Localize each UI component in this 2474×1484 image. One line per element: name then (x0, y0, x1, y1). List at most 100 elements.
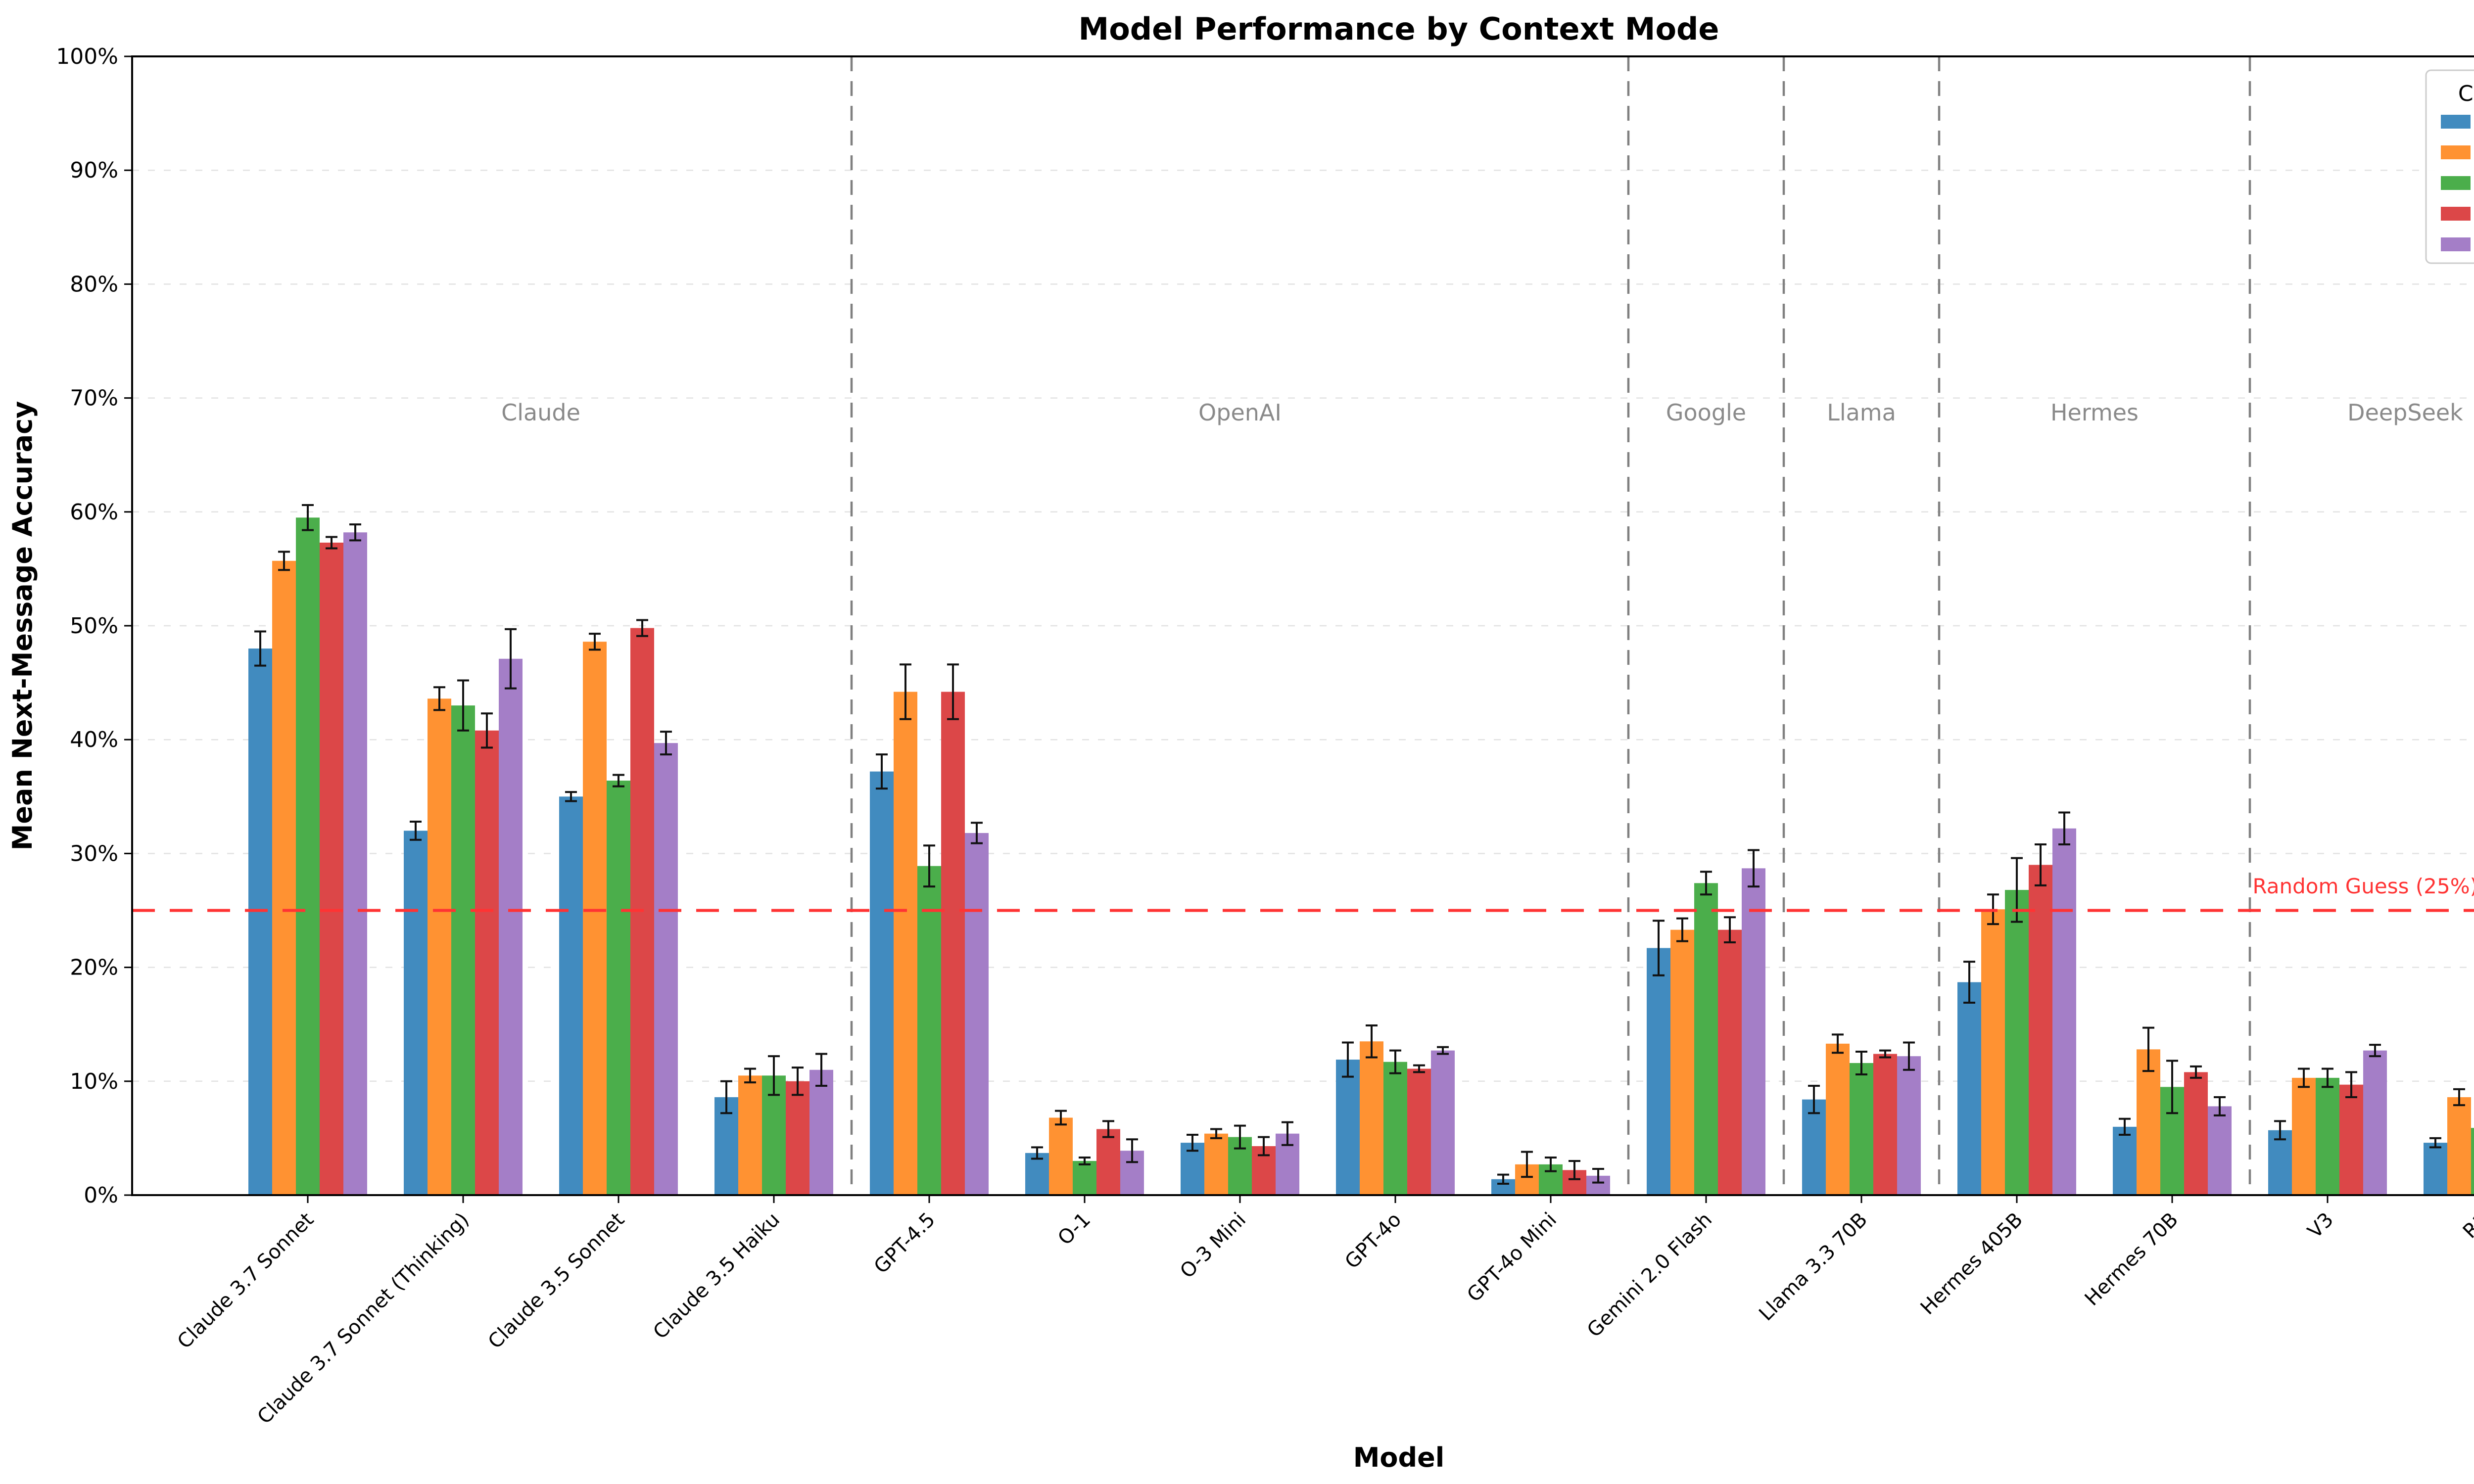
bar (296, 517, 320, 1195)
y-tick-label: 70% (70, 386, 118, 411)
bar (809, 1069, 833, 1195)
error-bars (254, 504, 2465, 1185)
chart-title: Model Performance by Context Mode (1079, 11, 1719, 47)
legend-swatch (2441, 237, 2471, 251)
x-tick-label: GPT-4o Mini (1463, 1208, 1561, 1307)
bar (1096, 1129, 1120, 1195)
provider-group-labels: Claude OpenAI Google Llama Hermes DeepSeek (501, 399, 2463, 426)
bar (607, 781, 630, 1195)
legend-title: Context Mode (2458, 81, 2474, 106)
random-guess-label: Random Guess (25%) (2253, 874, 2474, 898)
bar (1073, 1160, 1096, 1195)
bar (1360, 1041, 1383, 1195)
bar (1204, 1133, 1228, 1195)
legend-swatch (2441, 145, 2471, 159)
bar (343, 532, 367, 1195)
x-tick-label: Hermes 405B (1916, 1208, 2027, 1319)
x-tick-label: Claude 3.7 Sonnet (173, 1208, 318, 1353)
bar (894, 692, 917, 1195)
legend-swatch (2441, 207, 2471, 221)
bar (2292, 1077, 2316, 1195)
bar (2137, 1049, 2160, 1195)
bar (1897, 1056, 1921, 1195)
bar (428, 698, 451, 1195)
bar (248, 649, 272, 1195)
bar (2208, 1106, 2232, 1195)
x-tick-label: Gemini 2.0 Flash (1583, 1208, 1716, 1342)
bar (1850, 1063, 1873, 1195)
legend: Context Mode No Context50 Raw50 Summary1… (2425, 69, 2474, 264)
bar (1718, 929, 1742, 1195)
provider-group-label: Claude (501, 399, 580, 426)
x-tick-label: Hermes 70B (2081, 1208, 2183, 1310)
bar (1981, 909, 2005, 1195)
y-tick-label: 0% (84, 1183, 118, 1208)
bar (654, 743, 678, 1195)
y-tick-label: 20% (70, 955, 118, 980)
x-tick-label: GPT-4.5 (870, 1208, 940, 1278)
bar (1383, 1062, 1407, 1195)
bar (2424, 1143, 2447, 1195)
bar (499, 658, 523, 1195)
bar (1407, 1068, 1431, 1195)
bar (941, 692, 965, 1195)
bar (2363, 1050, 2387, 1195)
bar (870, 771, 894, 1195)
bar (786, 1081, 809, 1195)
bar (965, 833, 989, 1195)
bar (1049, 1117, 1073, 1195)
bar (475, 730, 499, 1195)
x-tick-label: GPT-4o (1340, 1208, 1406, 1274)
bar (2052, 828, 2076, 1195)
x-tick-label: Claude 3.5 Haiku (649, 1208, 784, 1344)
y-axis-title: Mean Next-Message Accuracy (7, 401, 38, 851)
y-tick-label: 90% (70, 158, 118, 183)
bar (2029, 865, 2052, 1195)
bar (2113, 1126, 2137, 1195)
bar (2268, 1130, 2292, 1195)
bar (1336, 1060, 1360, 1195)
y-tick-label: 100% (56, 44, 118, 69)
x-tick-label: Llama 3.3 70B (1755, 1208, 1872, 1326)
bar (2339, 1084, 2363, 1195)
bar (1826, 1043, 1850, 1195)
provider-group-label: Hermes (2050, 399, 2139, 426)
bar (1957, 982, 1981, 1195)
x-axis-title: Model (1353, 1442, 1445, 1473)
bar (559, 796, 583, 1195)
bar (2471, 1128, 2474, 1195)
provider-group-label: Llama (1827, 399, 1896, 426)
bar (2005, 890, 2029, 1195)
y-tick-label: 10% (70, 1069, 118, 1094)
bar (2447, 1097, 2471, 1195)
axes: 0% 10% 20% 30% 40% 50% 60% 70% 80% 90% 100% Claude … (56, 44, 2474, 1429)
legend-swatch (2441, 115, 2471, 129)
provider-group-label: OpenAI (1198, 399, 1282, 426)
x-tick-label: Claude 3.5 Sonnet (484, 1208, 629, 1353)
bar (2316, 1077, 2339, 1195)
x-tick-label: V3 (2303, 1208, 2338, 1243)
bar (451, 705, 475, 1195)
y-tick-label: 60% (70, 500, 118, 525)
bar (1670, 929, 1694, 1195)
bar (404, 831, 428, 1195)
bar (1742, 868, 1765, 1195)
y-tick-label: 30% (70, 841, 118, 866)
bar (738, 1075, 762, 1195)
legend-swatch (2441, 176, 2471, 190)
x-tick-label: O-1 (1053, 1208, 1095, 1250)
y-tick-label: 40% (70, 727, 118, 752)
bar-series (248, 517, 2474, 1195)
y-tick-label: 50% (70, 613, 118, 639)
x-tick-label: R1 (2459, 1208, 2474, 1243)
provider-group-label: Google (1666, 399, 1746, 426)
y-tick-label: 80% (70, 272, 118, 297)
bar (272, 560, 296, 1195)
bar (1873, 1054, 1897, 1195)
provider-dividers (850, 56, 2251, 1195)
bar (2184, 1072, 2208, 1195)
x-tick-label: O-3 Mini (1176, 1208, 1250, 1283)
bar (1802, 1099, 1826, 1195)
